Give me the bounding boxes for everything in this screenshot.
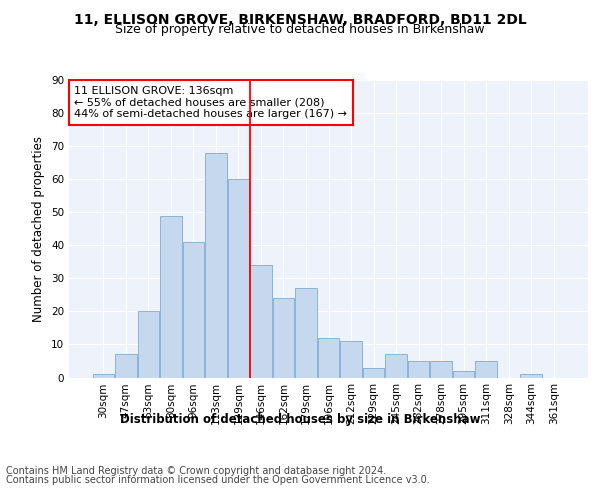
Bar: [295, 288, 317, 378]
Bar: [160, 216, 182, 378]
Bar: [520, 374, 542, 378]
Bar: [92, 374, 114, 378]
Bar: [115, 354, 137, 378]
Text: Contains public sector information licensed under the Open Government Licence v3: Contains public sector information licen…: [6, 475, 430, 485]
Bar: [363, 368, 384, 378]
Bar: [137, 312, 159, 378]
Text: 11 ELLISON GROVE: 136sqm
← 55% of detached houses are smaller (208)
44% of semi-: 11 ELLISON GROVE: 136sqm ← 55% of detach…: [74, 86, 347, 119]
Bar: [250, 265, 272, 378]
Text: Contains HM Land Registry data © Crown copyright and database right 2024.: Contains HM Land Registry data © Crown c…: [6, 466, 386, 476]
Text: Distribution of detached houses by size in Birkenshaw: Distribution of detached houses by size …: [120, 412, 480, 426]
Bar: [205, 152, 227, 378]
Bar: [430, 361, 452, 378]
Bar: [340, 341, 362, 378]
Text: 11, ELLISON GROVE, BIRKENSHAW, BRADFORD, BD11 2DL: 11, ELLISON GROVE, BIRKENSHAW, BRADFORD,…: [74, 12, 526, 26]
Text: Size of property relative to detached houses in Birkenshaw: Size of property relative to detached ho…: [115, 22, 485, 36]
Y-axis label: Number of detached properties: Number of detached properties: [32, 136, 46, 322]
Bar: [453, 371, 475, 378]
Bar: [408, 361, 429, 378]
Bar: [385, 354, 407, 378]
Bar: [475, 361, 497, 378]
Bar: [182, 242, 204, 378]
Bar: [318, 338, 339, 378]
Bar: [228, 179, 249, 378]
Bar: [273, 298, 294, 378]
